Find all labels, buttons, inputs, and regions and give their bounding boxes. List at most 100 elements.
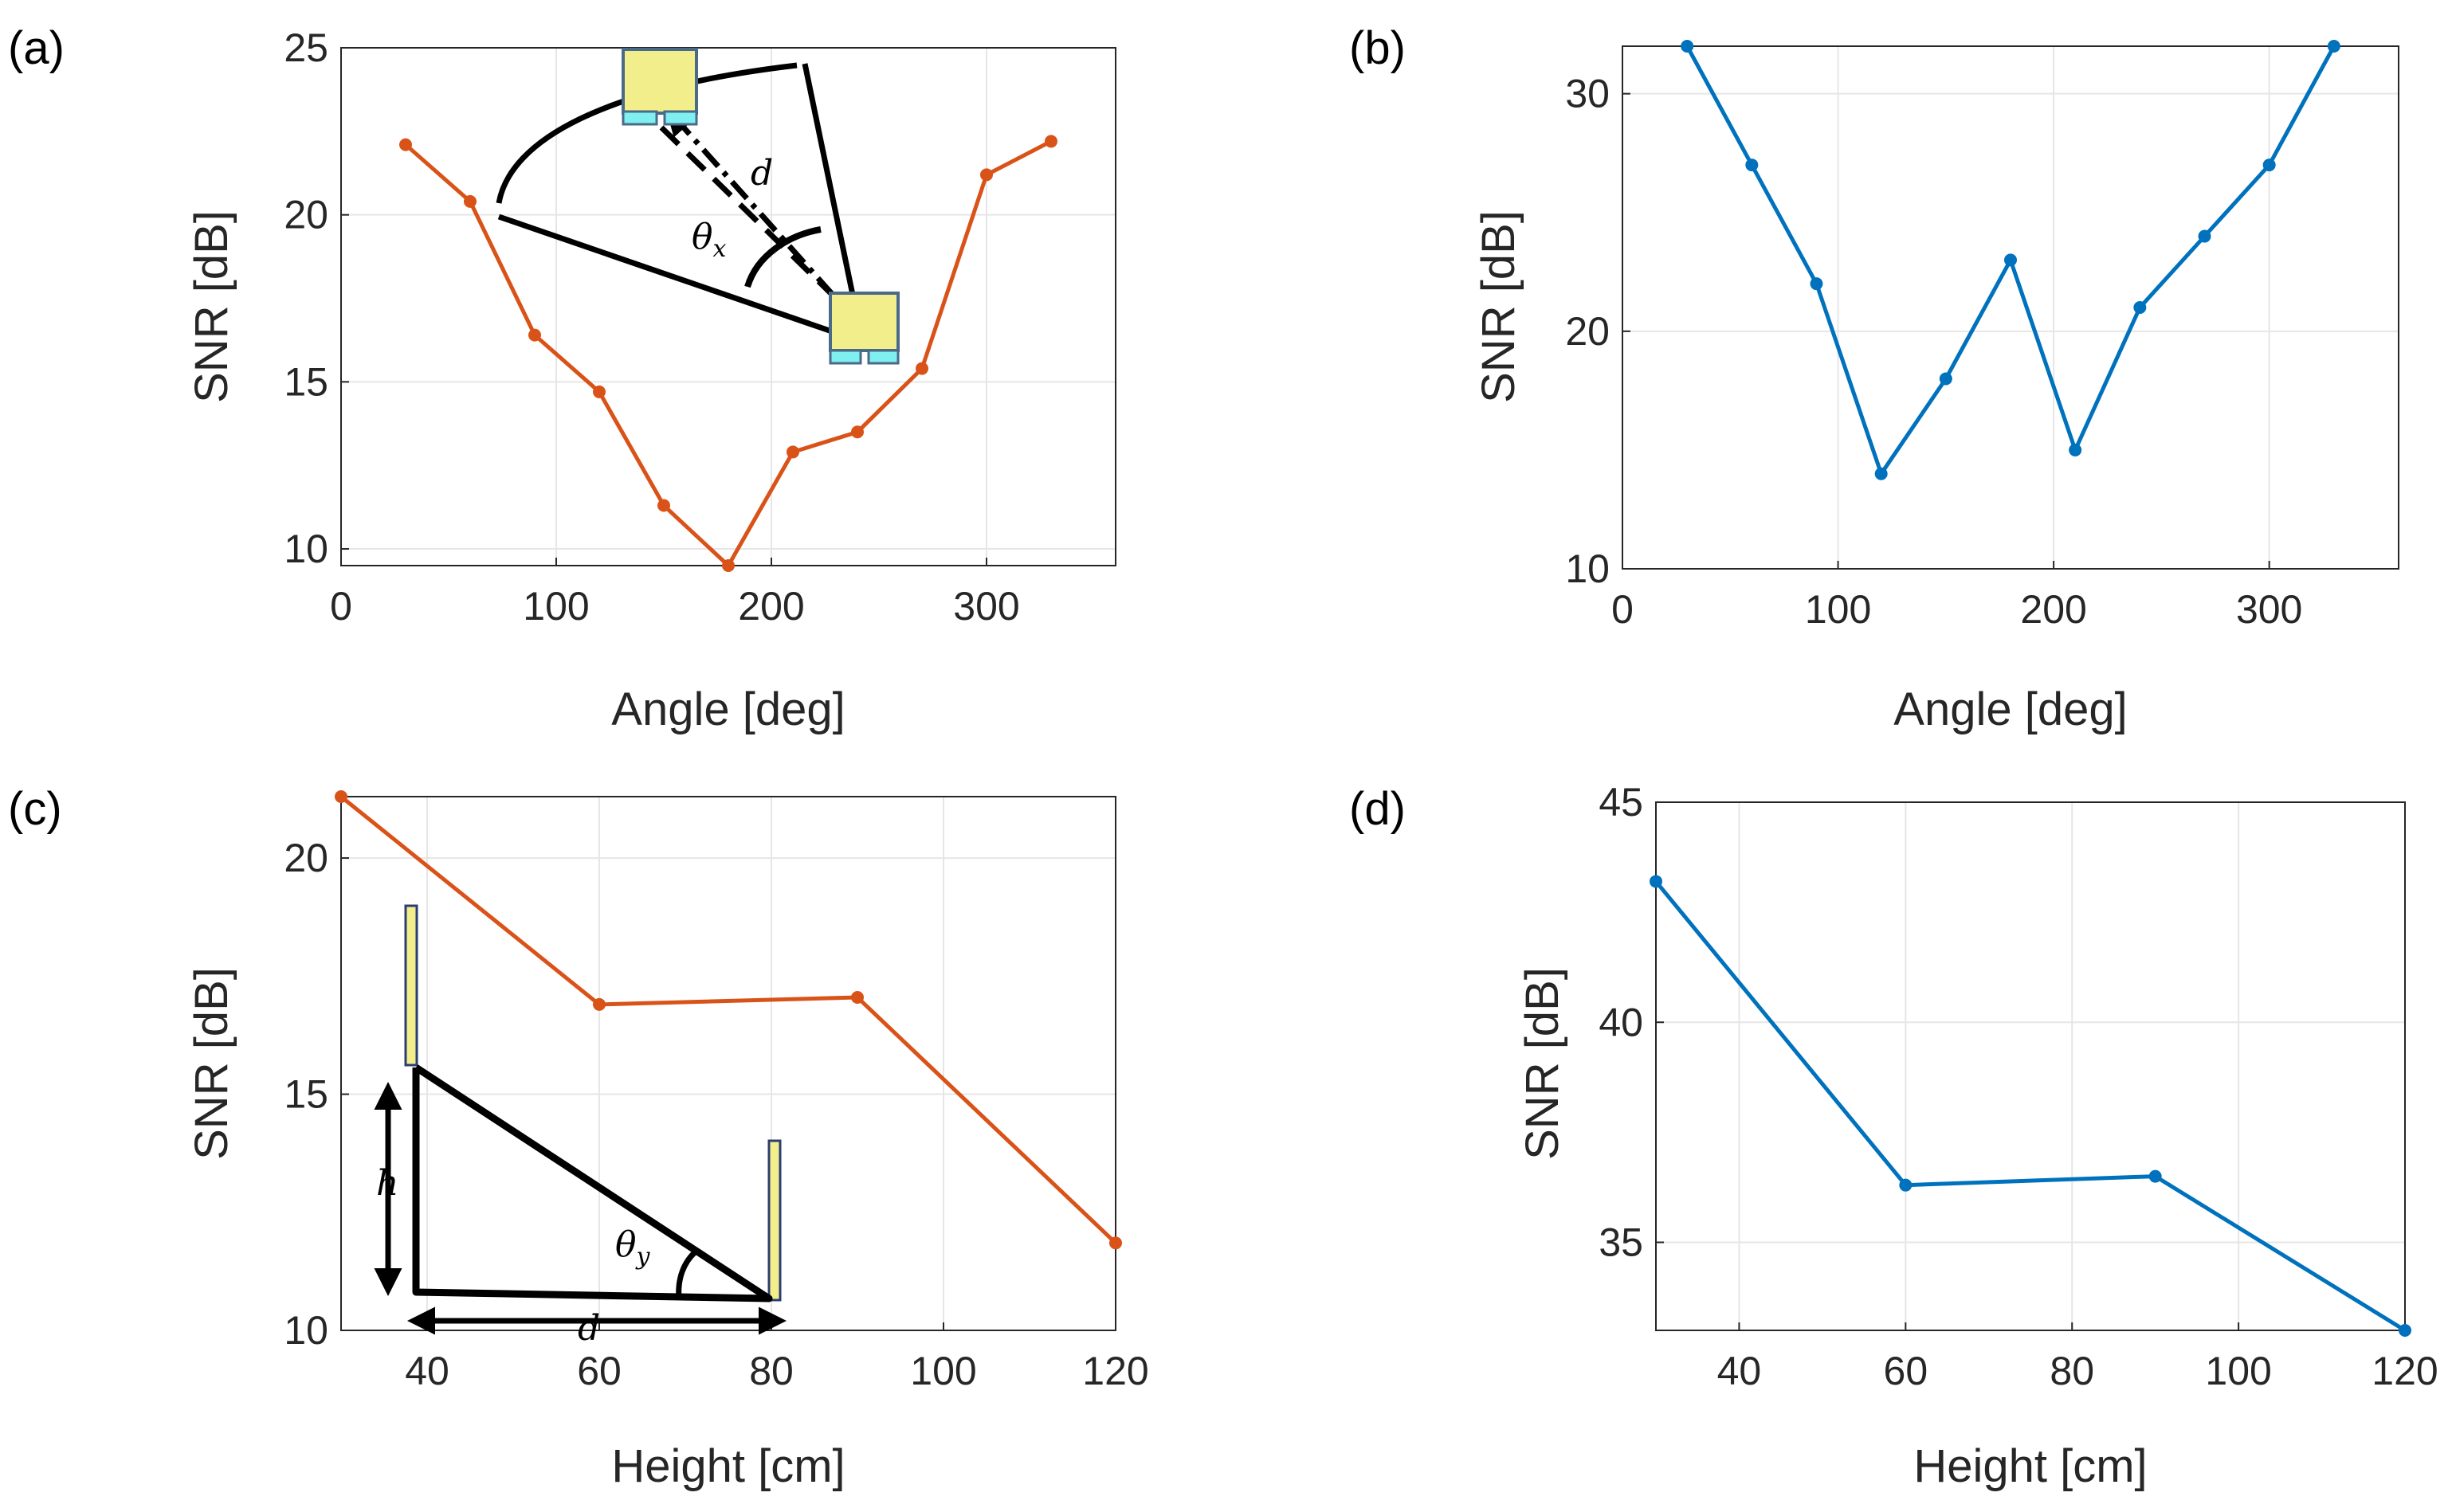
data-point-a	[851, 425, 864, 439]
distance-label-c: d	[578, 1308, 600, 1349]
data-point-a	[657, 499, 670, 512]
panel-label-c: (c)	[8, 783, 62, 835]
x-tick-label-c: 120	[1082, 1349, 1148, 1393]
y-tick-label-c: 20	[284, 836, 328, 880]
ticks-a: 0 100 200 300 10 15 20 25	[284, 25, 1019, 629]
y-axis-label-d: SNR [dB]	[1516, 967, 1568, 1160]
theta-subscript-c: y	[635, 1243, 651, 1271]
y-tick-label-c: 15	[284, 1072, 328, 1117]
grid-b	[1622, 46, 2399, 570]
data-point-c	[1109, 1236, 1122, 1250]
data-point-b	[1939, 372, 1952, 386]
data-point-b	[1681, 40, 1694, 53]
x-tick-label-d: 80	[2050, 1349, 2094, 1393]
series-line-a	[404, 139, 1053, 568]
y-axis-label-b: SNR [dB]	[1473, 210, 1524, 403]
x-tick-label-b: 100	[1805, 587, 1871, 632]
pole-left-c	[404, 904, 418, 1067]
x-tick-label-c: 100	[910, 1349, 976, 1393]
panel-d: (d) 40 60 80 100 120 35 40 45 Height [cm] SNR […	[1349, 780, 2438, 1492]
x-axis-label-c: Height [cm]	[611, 1440, 845, 1492]
axes-box-c	[340, 796, 1116, 1331]
x-tick-label-a: 200	[738, 584, 804, 629]
y-tick-label-d: 35	[1599, 1220, 1643, 1265]
axes-box-b	[1622, 45, 2399, 570]
data-point-b	[2133, 301, 2147, 314]
data-point-d	[1650, 875, 1662, 888]
y-tick-label-b: 10	[1565, 546, 1610, 591]
data-point-c	[851, 990, 864, 1004]
x-tick-label-a: 0	[330, 584, 352, 629]
panel-a: (a) 0 100 200 300 10 15 20 25 Angle [deg] SNR […	[8, 22, 1116, 735]
distance-label-a: d	[751, 153, 773, 194]
x-tick-label-b: 0	[1611, 587, 1634, 632]
x-tick-label-b: 200	[2020, 587, 2086, 632]
grid-c	[341, 797, 1116, 1331]
panel-c: (c) 40 60 80 100 120 10 15 20 Height [cm] SNR […	[8, 783, 1149, 1492]
panel-b: (b) 0 100 200 300 10 20 30 Angle [deg] SNR [dB…	[1349, 22, 2399, 735]
x-axis-label-a: Angle [deg]	[611, 684, 845, 735]
pole-right-c	[767, 1139, 782, 1302]
data-point-a	[399, 138, 412, 151]
device-top-a	[622, 48, 698, 126]
y-tick-label-b: 30	[1565, 72, 1610, 116]
data-point-b	[1810, 277, 1823, 291]
y-tick-label-a: 25	[284, 25, 328, 70]
series-b	[1681, 40, 2340, 480]
data-point-a	[722, 559, 735, 572]
y-tick-label-a: 20	[284, 193, 328, 237]
series-a	[399, 135, 1057, 572]
ray-left-a	[497, 213, 854, 342]
y-tick-label-d: 40	[1599, 1000, 1643, 1044]
data-point-c	[593, 997, 606, 1011]
height-label-c: h	[376, 1163, 398, 1204]
x-tick-label-d: 60	[1884, 1349, 1928, 1393]
theta-arc-c	[676, 1250, 697, 1299]
ray-right-a	[802, 63, 856, 296]
x-tick-label-c: 40	[405, 1349, 449, 1393]
data-point-b	[2069, 443, 2082, 456]
x-tick-label-a: 100	[523, 584, 589, 629]
theta-symbol-c: θ	[615, 1224, 637, 1265]
data-point-b	[1745, 159, 1759, 172]
y-tick-label-a: 10	[284, 527, 328, 571]
grid-a	[340, 47, 1116, 566]
data-point-b	[1874, 467, 1888, 480]
series-c	[335, 790, 1122, 1250]
ticks-c: 40 60 80 100 120 10 15 20	[284, 836, 1148, 1393]
y-tick-label-c: 10	[284, 1308, 328, 1353]
data-point-a	[464, 194, 477, 208]
panel-label-b: (b)	[1349, 22, 1406, 74]
data-point-c	[335, 790, 347, 803]
y-axis-label-c: SNR [dB]	[186, 967, 237, 1160]
data-point-b	[2262, 159, 2276, 172]
series-d	[1650, 875, 2411, 1337]
x-tick-label-c: 80	[749, 1349, 794, 1393]
series-line-c	[339, 795, 1117, 1245]
triangle-c	[412, 1064, 773, 1302]
data-point-a	[593, 385, 606, 398]
dash-arrow-down-a	[659, 125, 861, 323]
data-point-b	[2327, 40, 2340, 53]
data-point-d	[2148, 1169, 2162, 1183]
x-tick-label-c: 60	[577, 1349, 622, 1393]
x-tick-label-b: 300	[2236, 587, 2302, 632]
x-tick-label-d: 120	[2372, 1349, 2438, 1393]
theta-subscript-a: x	[713, 235, 727, 263]
data-point-a	[528, 328, 541, 342]
data-point-a	[980, 168, 993, 182]
data-point-d	[1899, 1178, 1913, 1192]
ticks-d: 40 60 80 100 120 35 40 45	[1599, 780, 2438, 1393]
device-bottom-a	[829, 292, 900, 365]
data-point-d	[2399, 1324, 2411, 1337]
data-point-a	[787, 445, 799, 459]
x-tick-label-d: 100	[2205, 1349, 2271, 1393]
x-axis-label-d: Height [cm]	[1913, 1440, 2147, 1492]
theta-symbol-a: θ	[692, 217, 713, 257]
panel-label-a: (a)	[8, 22, 65, 74]
ticks-b: 0 100 200 300 10 20 30	[1565, 72, 2302, 632]
series-line-d	[1654, 879, 2407, 1333]
grid-d	[1656, 801, 2406, 1330]
y-tick-label-d: 45	[1599, 780, 1643, 825]
